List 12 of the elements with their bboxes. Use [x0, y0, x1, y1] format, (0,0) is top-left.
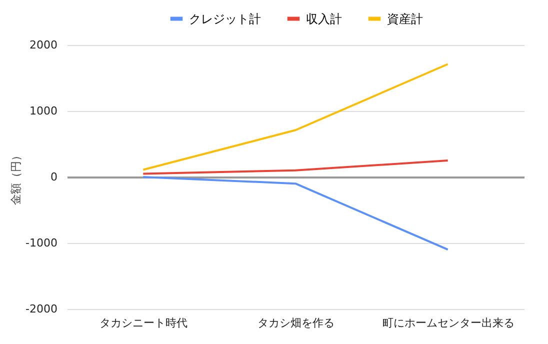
- y-tick-label: -2000: [26, 302, 58, 316]
- y-tick-label: 0: [50, 170, 58, 184]
- y-tick-label: -1000: [26, 236, 58, 250]
- x-tick-label: タカシ畑を作る: [258, 316, 334, 330]
- legend-label: 収入計: [306, 12, 342, 26]
- legend-label: 資産計: [387, 12, 423, 26]
- y-tick-label: 2000: [30, 38, 58, 52]
- legend-label: クレジット計: [189, 12, 261, 26]
- x-tick-label: 町にホームセンター出来る: [382, 316, 514, 330]
- x-tick-label: タカシニート時代: [100, 316, 188, 330]
- y-tick-label: 1000: [30, 104, 58, 118]
- y-axis-title: 金額（円）: [10, 150, 23, 205]
